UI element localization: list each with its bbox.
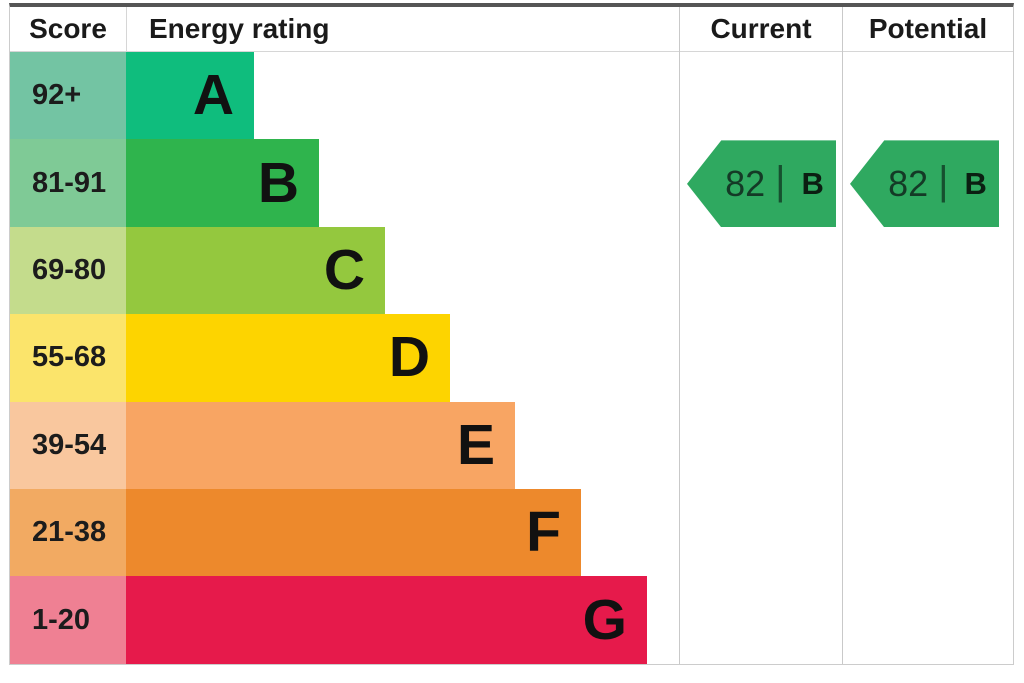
potential-separator: |: [938, 159, 949, 204]
band-row-c: 69-80 C: [10, 226, 679, 315]
band-bar-g: G: [126, 576, 647, 664]
band-letter-f: F: [526, 500, 561, 565]
header-current: Current: [680, 7, 842, 52]
band-letter-a: A: [192, 63, 234, 128]
band-bar-b: B: [126, 139, 319, 227]
band-letter-c: C: [323, 237, 365, 302]
band-row-g: 1-20 G: [10, 576, 679, 664]
band-letter-e: E: [456, 412, 495, 477]
band-bar-area-c: C: [126, 226, 679, 315]
table-header-row: Score Energy rating: [10, 7, 679, 52]
band-bar-area-a: A: [126, 52, 679, 140]
header-score: Score: [10, 7, 127, 51]
band-bar-area-b: B: [126, 139, 679, 227]
epc-rating-chart: Score Energy rating 92+ A 81-91 B 69-80: [9, 3, 1014, 665]
potential-rating-letter: B: [964, 165, 987, 201]
potential-rating-arrow: 82 | B: [850, 140, 999, 228]
potential-column: Potential 82 | B: [842, 7, 1013, 664]
band-letter-d: D: [388, 325, 430, 390]
band-bar-area-g: G: [126, 576, 679, 664]
band-score-a: 92+: [10, 52, 126, 140]
band-row-b: 81-91 B: [10, 139, 679, 227]
band-score-g: 1-20: [10, 576, 126, 664]
potential-score-value: 82: [888, 162, 929, 204]
band-bar-area-f: F: [126, 488, 679, 577]
band-bar-d: D: [126, 314, 450, 402]
band-score-b: 81-91: [10, 139, 126, 227]
band-row-a: 92+ A: [10, 52, 679, 140]
header-potential: Potential: [843, 7, 1013, 52]
band-bar-f: F: [126, 488, 581, 577]
band-bar-a: A: [126, 52, 254, 140]
current-column: Current 82 | B: [679, 7, 842, 664]
band-bar-e: E: [126, 401, 515, 489]
band-row-f: 21-38 F: [10, 488, 679, 577]
band-score-e: 39-54: [10, 401, 126, 489]
header-energy-rating: Energy rating: [149, 13, 330, 44]
band-row-e: 39-54 E: [10, 401, 679, 489]
band-bar-area-d: D: [126, 314, 679, 402]
current-score-value: 82: [725, 162, 766, 204]
current-rating-arrow: 82 | B: [687, 140, 836, 228]
current-rating-letter: B: [801, 165, 824, 201]
band-letter-g: G: [582, 587, 627, 652]
band-letter-b: B: [257, 150, 299, 215]
band-bar-area-e: E: [126, 401, 679, 489]
band-score-c: 69-80: [10, 226, 126, 315]
current-separator: |: [775, 159, 786, 204]
band-score-f: 21-38: [10, 488, 126, 577]
band-row-d: 55-68 D: [10, 314, 679, 402]
band-bar-c: C: [126, 226, 385, 315]
band-score-d: 55-68: [10, 314, 126, 402]
band-rows: 92+ A 81-91 B 69-80 C 55-6: [10, 52, 679, 664]
